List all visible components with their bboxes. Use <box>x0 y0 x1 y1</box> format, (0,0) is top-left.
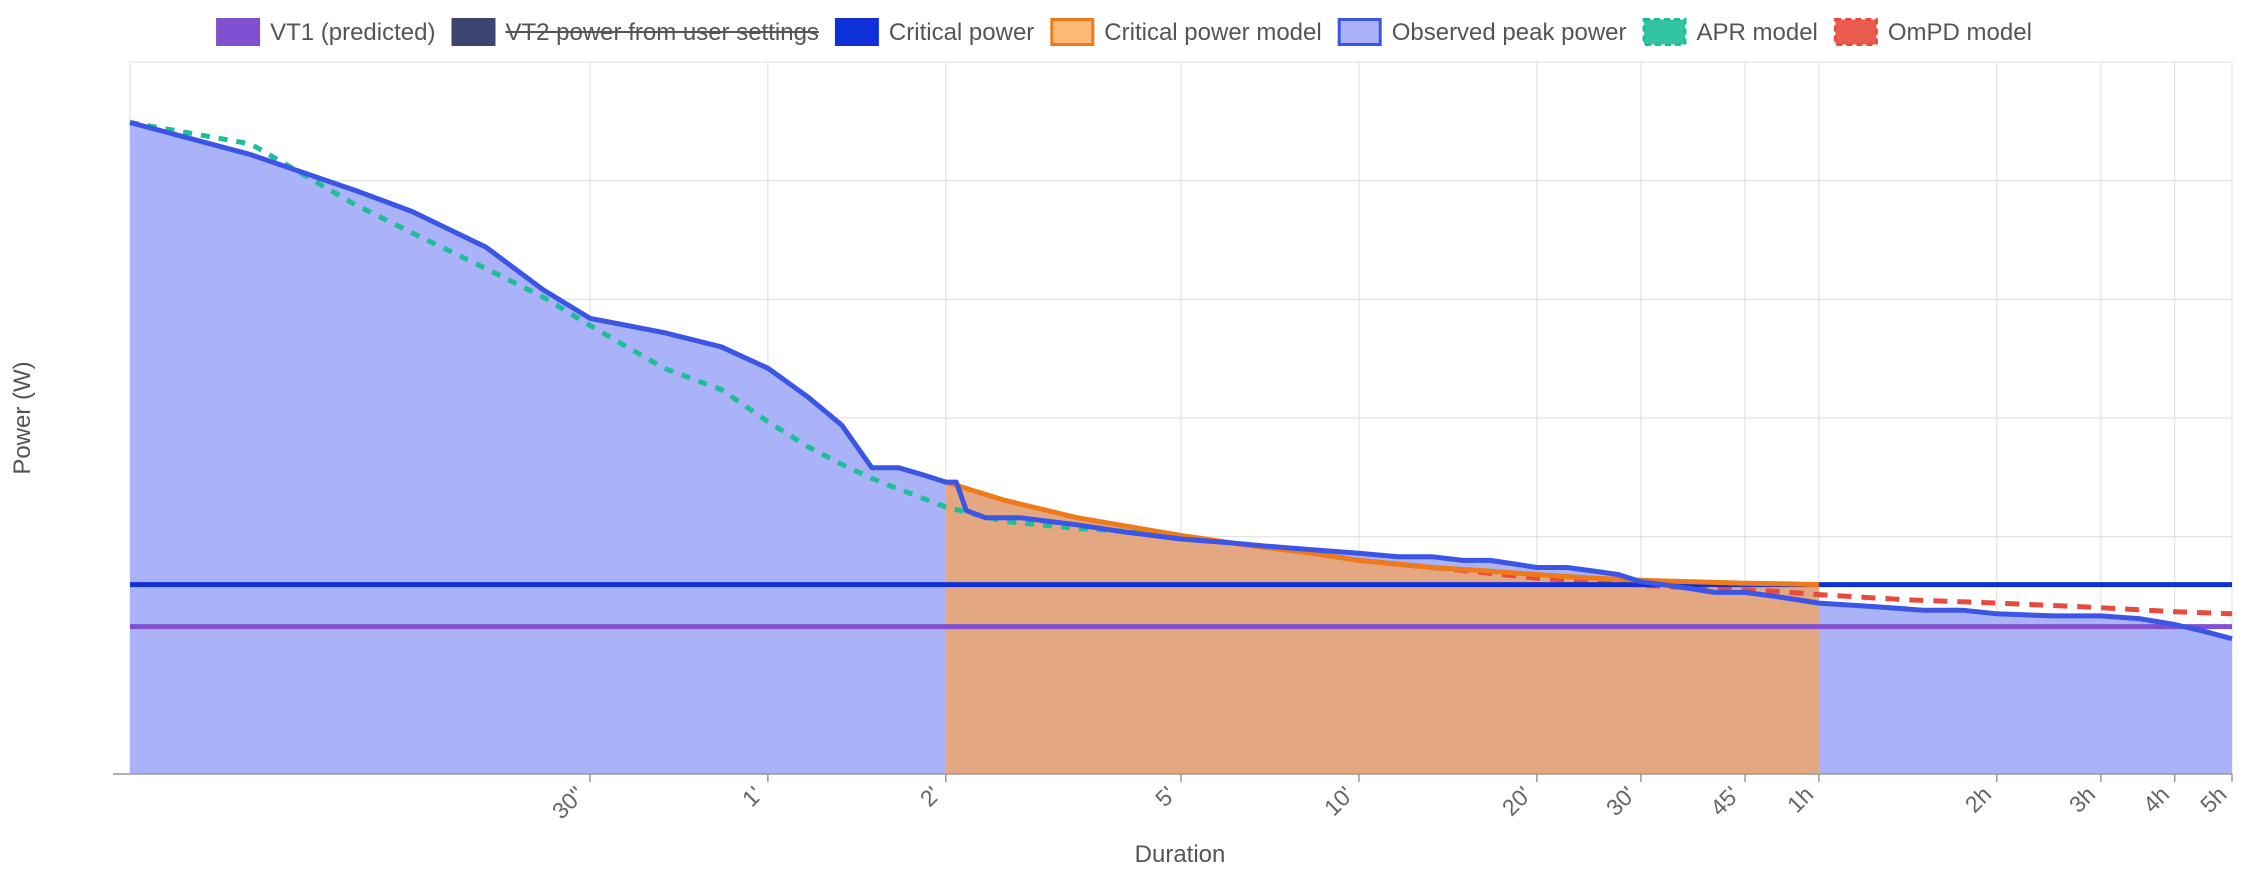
legend-item-vt1-predicted[interactable]: VT1 (predicted) <box>216 18 436 46</box>
legend-swatch <box>1050 18 1095 46</box>
x-tick-label: 2h <box>1960 781 1996 817</box>
legend-swatch <box>451 18 496 46</box>
x-tick-label: 20' <box>1497 781 1537 821</box>
legend-label: OmPD model <box>1888 19 2032 46</box>
legend-item-ompd-model[interactable]: OmPD model <box>1833 18 2032 46</box>
x-tick-label: 30'' <box>547 781 590 824</box>
x-tick-label: 45' <box>1705 781 1745 821</box>
legend-swatch <box>1337 18 1382 46</box>
legend-swatch <box>216 18 261 46</box>
legend-label: Critical power model <box>1104 19 1321 46</box>
legend-item-critical-power-model[interactable]: Critical power model <box>1050 18 1322 46</box>
x-tick-label: 10' <box>1319 781 1359 821</box>
legend-item-vt2-power-from-user-settings[interactable]: VT2 power from user settings <box>451 18 819 46</box>
x-tick-label: 1h <box>1782 781 1818 817</box>
x-tick-label: 2' <box>915 781 946 812</box>
legend-label: Observed peak power <box>1392 19 1627 46</box>
x-tick-label: 30' <box>1601 781 1641 821</box>
x-tick-label: 5h <box>2195 781 2231 817</box>
legend-item-observed-peak-power[interactable]: Observed peak power <box>1337 18 1627 46</box>
apr-model-line <box>129 120 1182 542</box>
x-axis-tick-labels: 30'' 1' 2' 5' 10' 20' 30' 45' 1h 2h 3h 4h 5h <box>547 781 2232 824</box>
x-tick-label: 3h <box>2064 781 2100 817</box>
chart-legend: VT1 (predicted) VT2 power from user setti… <box>216 18 2032 46</box>
legend-label: Critical power <box>889 19 1034 46</box>
x-tick-label: 1' <box>737 781 768 812</box>
y-axis-title: Power (W) <box>9 361 36 474</box>
legend-swatch <box>1833 18 1878 46</box>
observed-peak-power-line <box>129 120 2233 642</box>
x-axis-title: Duration <box>1135 841 1226 868</box>
legend-swatch <box>834 18 879 46</box>
x-tick-label: 5' <box>1150 781 1181 812</box>
chart-lines <box>129 120 2233 642</box>
legend-item-critical-power[interactable]: Critical power <box>834 18 1034 46</box>
legend-label: VT1 (predicted) <box>270 19 435 46</box>
chart-axes <box>113 773 2233 782</box>
critical-power-model-line <box>945 479 1819 588</box>
legend-label: APR model <box>1697 19 1818 46</box>
x-tick-label: 4h <box>2138 781 2174 817</box>
legend-item-apr-model[interactable]: APR model <box>1642 18 1818 46</box>
legend-swatch <box>1642 18 1687 46</box>
